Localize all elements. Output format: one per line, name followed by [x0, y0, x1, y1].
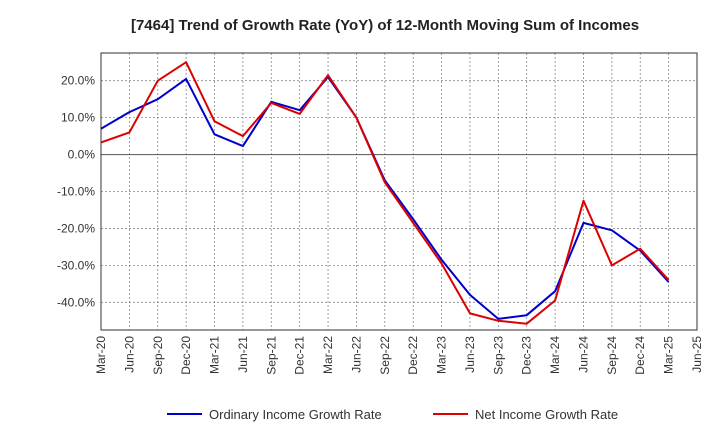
x-tick-label: Dec-20 [179, 336, 193, 375]
chart-title: [7464] Trend of Growth Rate (YoY) of 12-… [131, 17, 639, 34]
x-tick-label: Dec-22 [406, 336, 420, 375]
y-tick-label: -20.0% [57, 221, 95, 235]
x-tick-label: Sep-23 [491, 336, 505, 375]
y-tick-label: 10.0% [61, 111, 95, 125]
x-tick-label: Sep-20 [151, 336, 165, 375]
x-tick-label: Jun-21 [236, 336, 250, 373]
x-tick-label: Dec-21 [293, 336, 307, 375]
x-tick-label: Sep-21 [264, 336, 278, 375]
y-tick-label: -10.0% [57, 185, 95, 199]
x-tick-label: Jun-24 [576, 336, 590, 373]
x-tick-label: Mar-21 [208, 336, 222, 374]
x-tick-label: Jun-22 [349, 336, 363, 373]
x-axis: Mar-20 Jun-20 Sep-20 Dec-20 Mar-21 Jun-21 Sep-… [94, 336, 704, 375]
x-tick-label: Jun-23 [463, 336, 477, 373]
x-tick-label: Jun-20 [122, 336, 136, 373]
x-tick-label: Mar-20 [94, 336, 108, 374]
legend-label-ordinary: Ordinary Income Growth Rate [209, 407, 382, 422]
y-tick-label: 20.0% [61, 74, 95, 88]
series-line-net-income [100, 61, 670, 325]
x-tick-label: Sep-22 [378, 336, 392, 375]
x-tick-label: Mar-24 [548, 336, 562, 374]
y-tick-label: 0.0% [68, 148, 96, 162]
series-lines [100, 61, 670, 325]
y-tick-label: -30.0% [57, 258, 95, 272]
x-tick-label: Mar-25 [662, 336, 676, 374]
legend: Ordinary Income Growth Rate Net Income G… [167, 407, 618, 422]
plot-area [100, 52, 698, 331]
y-axis: 20.0% 10.0% 0.0% -10.0% -20.0% -30.0% -40.0% [57, 74, 95, 310]
x-tick-label: Jun-25 [690, 336, 704, 373]
x-tick-label: Mar-23 [435, 336, 449, 374]
grid [101, 53, 697, 330]
x-tick-label: Dec-24 [633, 336, 647, 375]
x-tick-label: Sep-24 [605, 336, 619, 375]
x-tick-label: Dec-23 [520, 336, 534, 375]
y-tick-label: -40.0% [57, 295, 95, 309]
legend-label-net: Net Income Growth Rate [475, 407, 618, 422]
x-tick-label: Mar-22 [321, 336, 335, 374]
